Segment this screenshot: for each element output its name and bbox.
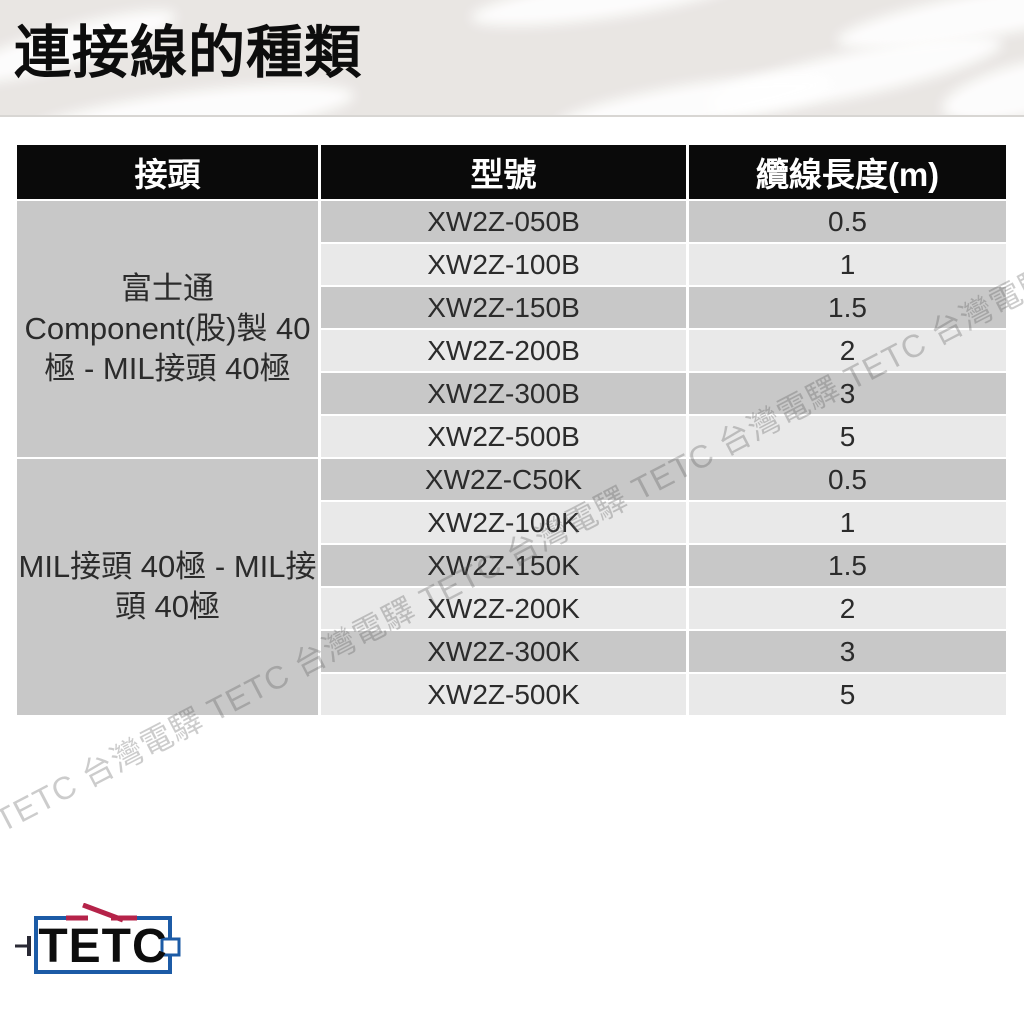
logo-switch-gap bbox=[85, 913, 115, 923]
model-cell: XW2Z-500B bbox=[321, 416, 686, 457]
model-cell: XW2Z-300K bbox=[321, 631, 686, 672]
model-cell: XW2Z-500K bbox=[321, 674, 686, 715]
page-title: 連接線的種類 bbox=[14, 21, 362, 85]
model-cell: XW2Z-300B bbox=[321, 373, 686, 414]
title-banner: 連接線的種類 bbox=[0, 0, 1024, 117]
logo-component-box bbox=[160, 937, 181, 957]
length-cell: 5 bbox=[689, 416, 1006, 457]
banner-swoosh bbox=[936, 40, 1024, 115]
length-cell: 1 bbox=[689, 244, 1006, 285]
length-cell: 3 bbox=[689, 631, 1006, 672]
model-cell: XW2Z-150B bbox=[321, 287, 686, 328]
length-cell: 0.5 bbox=[689, 459, 1006, 500]
banner-swoosh bbox=[468, 0, 742, 37]
connector-group-cell-1: MIL接頭 40極 - MIL接 頭 40極 bbox=[17, 459, 318, 715]
banner-swoosh bbox=[553, 62, 837, 115]
tetc-logo: TETC bbox=[15, 903, 181, 974]
length-cell: 0.5 bbox=[689, 201, 1006, 242]
column-header-2: 纜線長度(m) bbox=[689, 145, 1006, 199]
length-cell: 1.5 bbox=[689, 287, 1006, 328]
banner-swoosh bbox=[703, 21, 1007, 115]
length-cell: 2 bbox=[689, 588, 1006, 629]
logo-text: TETC bbox=[38, 920, 167, 973]
model-cell: XW2Z-150K bbox=[321, 545, 686, 586]
column-header-0: 接頭 bbox=[17, 145, 318, 199]
cable-table: 接頭 型號 纜線長度(m) 富士通 Component(股)製 40 極 - MIL接… bbox=[17, 145, 1006, 715]
model-cell: XW2Z-C50K bbox=[321, 459, 686, 500]
model-cell: XW2Z-100K bbox=[321, 502, 686, 543]
column-header-1: 型號 bbox=[321, 145, 686, 199]
model-cell: XW2Z-200B bbox=[321, 330, 686, 371]
model-cell: XW2Z-050B bbox=[321, 201, 686, 242]
length-cell: 3 bbox=[689, 373, 1006, 414]
length-cell: 5 bbox=[689, 674, 1006, 715]
model-cell: XW2Z-200K bbox=[321, 588, 686, 629]
banner-swoosh bbox=[833, 0, 1024, 63]
length-cell: 2 bbox=[689, 330, 1006, 371]
length-cell: 1.5 bbox=[689, 545, 1006, 586]
length-cell: 1 bbox=[689, 502, 1006, 543]
connector-group-cell-0: 富士通 Component(股)製 40 極 - MIL接頭 40極 bbox=[17, 201, 318, 457]
model-cell: XW2Z-100B bbox=[321, 244, 686, 285]
